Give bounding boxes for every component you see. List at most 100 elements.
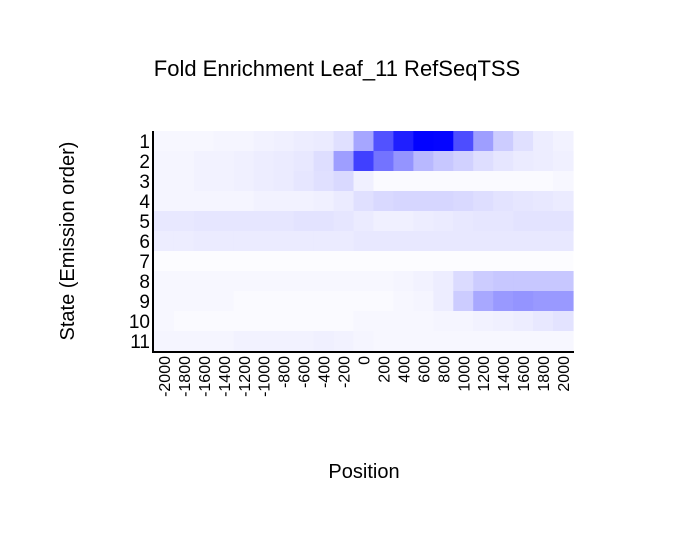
heatmap-cell (293, 271, 315, 292)
heatmap-cell (193, 211, 215, 232)
heatmap-cell (533, 191, 554, 212)
x-tick-label: 200 (376, 356, 393, 383)
heatmap-cell (213, 291, 235, 312)
heatmap-cell (253, 271, 275, 292)
heatmap-cell (173, 331, 195, 352)
heatmap-cell (413, 151, 434, 172)
heatmap-cell (253, 211, 275, 232)
heatmap-cell (333, 191, 355, 212)
heatmap-cell (393, 251, 414, 272)
heatmap-cell (513, 151, 534, 172)
heatmap-cell (313, 231, 335, 252)
heatmap-cell (373, 311, 395, 332)
heatmap-cell (373, 291, 395, 312)
heatmap-cell (293, 131, 315, 152)
x-tick-label: -1800 (177, 356, 194, 397)
heatmap-cell (413, 131, 434, 152)
heatmap-cell (513, 131, 534, 152)
heatmap-cell (193, 291, 215, 312)
heatmap-cell (313, 271, 335, 292)
heatmap-cell (453, 191, 474, 212)
heatmap-cell (313, 251, 335, 272)
heatmap-cell (393, 311, 414, 332)
heatmap-cell (433, 311, 454, 332)
heatmap-cell (154, 191, 175, 212)
y-tick-label: 1 (139, 132, 150, 153)
heatmap-cell (154, 271, 175, 292)
x-tick-label: -1600 (197, 356, 214, 397)
heatmap-cell (373, 171, 395, 192)
heatmap-cell (193, 231, 215, 252)
heatmap-cell (233, 171, 255, 192)
heatmap-cell (413, 291, 434, 312)
heatmap-cell (393, 271, 414, 292)
heatmap-cell (333, 231, 355, 252)
heatmap-cell (453, 311, 474, 332)
heatmap-cell (373, 231, 395, 252)
heatmap-cell (273, 211, 295, 232)
heatmap-cell (373, 131, 395, 152)
heatmap-cell (273, 151, 295, 172)
x-tick-label: 1000 (456, 356, 473, 392)
heatmap-cell (553, 251, 574, 272)
heatmap-cell (253, 251, 275, 272)
heatmap-cell (173, 271, 195, 292)
x-tick-label: 400 (396, 356, 413, 383)
heatmap-cell (233, 331, 255, 352)
heatmap-cell (293, 291, 315, 312)
x-tick-label: 800 (436, 356, 453, 383)
heatmap-cell (173, 171, 195, 192)
heatmap-cell (173, 211, 195, 232)
heatmap-cell (433, 151, 454, 172)
y-tick-label: 8 (139, 272, 150, 293)
heatmap-cell (433, 331, 454, 352)
heatmap-cell (213, 251, 235, 272)
heatmap-cell (154, 151, 175, 172)
y-tick-label: 7 (139, 252, 150, 273)
heatmap-cell (253, 171, 275, 192)
heatmap-cell (353, 171, 375, 192)
y-tick-label: 5 (139, 212, 150, 233)
heatmap-cell (553, 211, 574, 232)
heatmap-cell (213, 331, 235, 352)
heatmap-cell (273, 191, 295, 212)
heatmap-cell (193, 171, 215, 192)
heatmap-cell (353, 211, 375, 232)
heatmap-cell (293, 171, 315, 192)
heatmap-cell (553, 171, 574, 192)
heatmap-cell (373, 251, 395, 272)
heatmap-cell (193, 251, 215, 272)
heatmap-cells (154, 131, 574, 352)
heatmap-cell (353, 311, 375, 332)
heatmap-cell (293, 151, 315, 172)
heatmap-cell (393, 151, 414, 172)
heatmap-cell (393, 171, 414, 192)
heatmap-cell (493, 191, 514, 212)
heatmap-cell (473, 171, 494, 192)
heatmap-cell (353, 131, 375, 152)
chart-title: Fold Enrichment Leaf_11 RefSeqTSS (154, 56, 520, 81)
heatmap-cell (433, 131, 454, 152)
heatmap-cell (253, 291, 275, 312)
x-axis-label: Position (328, 461, 399, 483)
heatmap-cell (373, 211, 395, 232)
heatmap-cell (154, 171, 175, 192)
heatmap-cell (273, 171, 295, 192)
heatmap-cell (553, 291, 574, 312)
heatmap-cell (293, 331, 315, 352)
heatmap-cell (273, 291, 295, 312)
heatmap-cell (333, 251, 355, 272)
heatmap-cell (313, 211, 335, 232)
heatmap-cell (473, 131, 494, 152)
heatmap-cell (453, 171, 474, 192)
heatmap-cell (393, 231, 414, 252)
heatmap-cell (233, 271, 255, 292)
heatmap-cell (213, 151, 235, 172)
x-tick-label: 0 (357, 356, 374, 365)
heatmap-cell (293, 211, 315, 232)
heatmap-cell (433, 231, 454, 252)
heatmap-cell (313, 311, 335, 332)
y-tick-label: 2 (139, 152, 150, 173)
